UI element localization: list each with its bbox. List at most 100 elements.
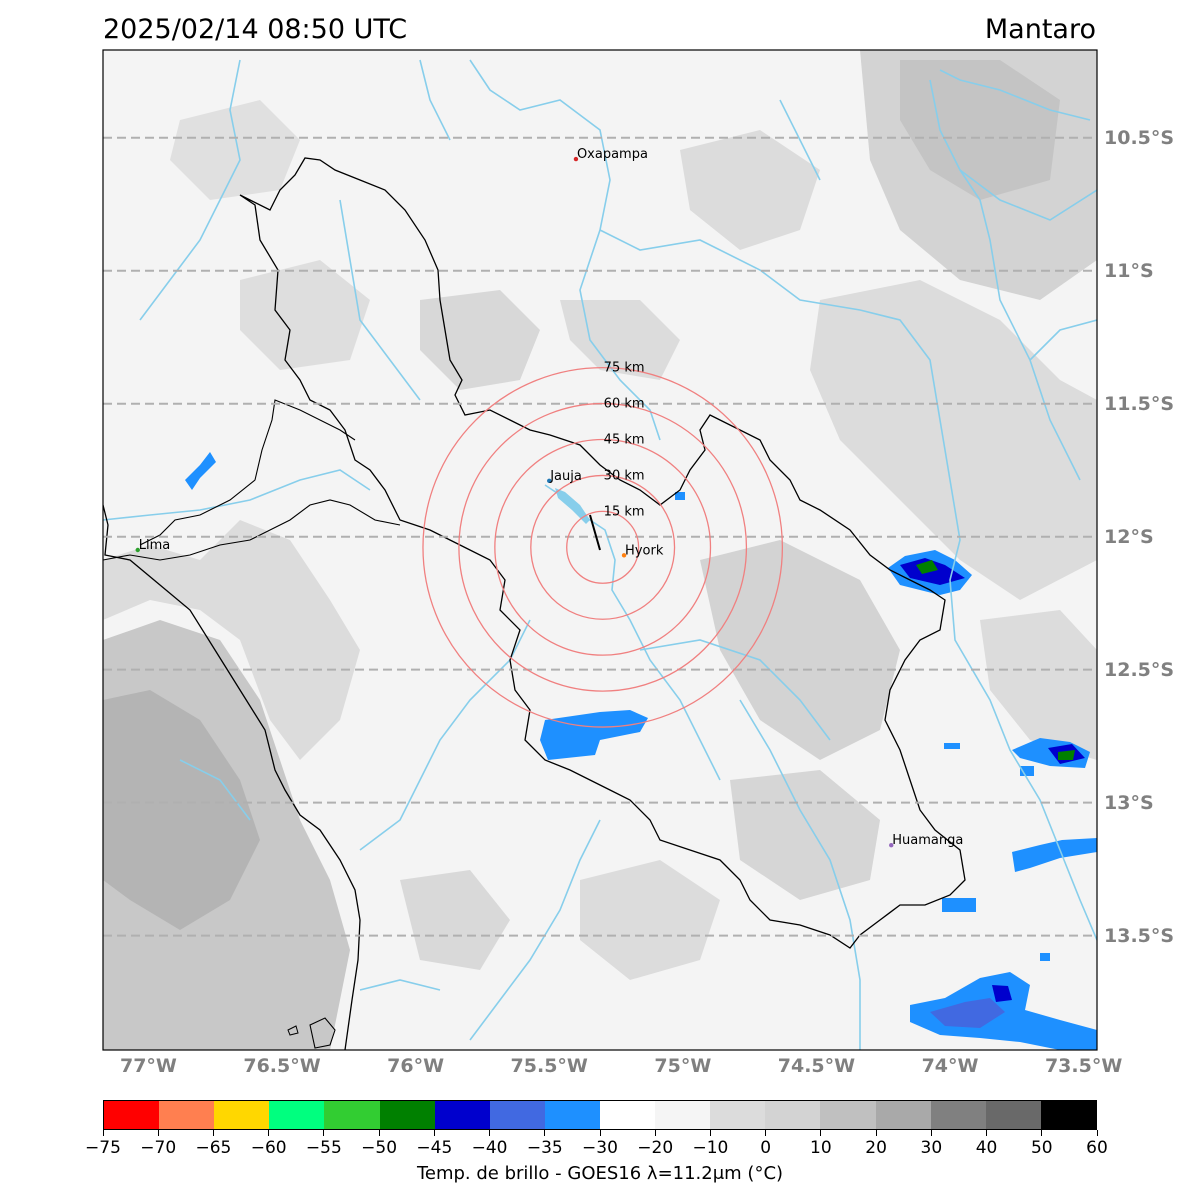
- basin-boundary: [239, 157, 966, 949]
- colorbar: [103, 1100, 1097, 1130]
- colorbar-tick-label: −35: [526, 1138, 563, 1158]
- colorbar-tick-label: −60: [250, 1138, 287, 1158]
- colorbar-tick-label: −75: [85, 1138, 121, 1158]
- colorbar-tick: [820, 1130, 822, 1136]
- city-label: Oxapampa: [577, 147, 648, 162]
- lon-label: 74°W: [921, 1055, 979, 1077]
- colorbar-segment: [820, 1101, 876, 1129]
- colorbar-tick-label: −10: [692, 1138, 729, 1158]
- colorbar-tick: [378, 1130, 380, 1136]
- lat-label: 12.5°S: [1104, 658, 1175, 681]
- island: [309, 1017, 336, 1049]
- range-ring-label: 45 km: [604, 433, 645, 448]
- colorbar-tick: [1041, 1130, 1043, 1136]
- lon-label: 74.5°W: [777, 1055, 856, 1077]
- colorbar-tick-label: −40: [471, 1138, 508, 1158]
- lat-label: 13.5°S: [1104, 924, 1175, 947]
- colorbar-tick: [544, 1130, 546, 1136]
- colorbar-tick-label: 0: [760, 1138, 772, 1158]
- colorbar-tick: [986, 1130, 988, 1136]
- lake: [555, 488, 590, 524]
- lon-label: 75.5°W: [510, 1055, 588, 1077]
- colorbar-segment: [214, 1101, 270, 1129]
- city-label: Huamanga: [892, 833, 963, 848]
- cold-cloud-cells: [185, 452, 1097, 1050]
- lon-label: 76.5°W: [243, 1055, 321, 1077]
- colorbar-tick-label: −50: [361, 1138, 398, 1158]
- city-markers: Oxapampa Jauja Hyork Lima Huamanga: [135, 147, 963, 848]
- island-small: [287, 1025, 299, 1036]
- city-marker: [135, 547, 140, 553]
- lon-label: 77°W: [119, 1055, 177, 1077]
- colorbar-tick-label: 50: [1030, 1138, 1053, 1158]
- colorbar-segment: [159, 1101, 215, 1129]
- colorbar-tick-label: 20: [865, 1138, 887, 1158]
- lat-label: 10.5°S: [1104, 126, 1175, 149]
- colorbar-tick: [212, 1130, 214, 1136]
- city-marker: [889, 843, 894, 848]
- colorbar-segment: [710, 1101, 766, 1129]
- colorbar-tick-label: −30: [582, 1138, 618, 1158]
- colorbar-tick: [157, 1130, 159, 1136]
- coastline: [103, 504, 361, 1050]
- colorbar-tick: [875, 1130, 877, 1136]
- city-marker: [547, 478, 552, 484]
- city-label: Hyork: [625, 543, 664, 558]
- colorbar-tick-label: −45: [416, 1138, 453, 1158]
- lon-label: 75°W: [654, 1055, 712, 1077]
- city-marker: [621, 553, 627, 558]
- colorbar-tick: [599, 1130, 601, 1136]
- colorbar-segment: [544, 1101, 600, 1129]
- range-ring-label: 75 km: [604, 361, 645, 376]
- lon-label: 76°W: [387, 1055, 445, 1077]
- lat-label: 12°S: [1104, 525, 1154, 548]
- colorbar-segment: [599, 1101, 656, 1129]
- colorbar-segment: [324, 1101, 380, 1129]
- colorbar-segment: [985, 1101, 1041, 1129]
- city-marker: [573, 156, 579, 162]
- city-label: Lima: [139, 538, 170, 553]
- colorbar-tick: [268, 1130, 270, 1136]
- colorbar-segment: [1040, 1101, 1096, 1129]
- wind-vector-line: [589, 514, 601, 551]
- range-ring-label: 30 km: [604, 468, 645, 483]
- region-title: Mantaro: [984, 14, 1096, 45]
- range-rings: 15 km 30 km 45 km 60 km 75 km: [422, 361, 784, 728]
- colorbar-segment: [269, 1101, 325, 1129]
- cloud-field: [103, 50, 1097, 1050]
- colorbar-tick-label: −70: [140, 1138, 177, 1158]
- colorbar-label: Temp. de brillo - GOES16 λ=11.2μm (°C): [416, 1163, 784, 1184]
- colorbar-segment: [104, 1101, 160, 1129]
- lat-label: 11.5°S: [1104, 392, 1175, 415]
- colorbar-tick: [709, 1130, 711, 1136]
- colorbar-tick: [930, 1130, 932, 1136]
- colorbar-segment: [655, 1101, 711, 1129]
- colorbar-tick: [654, 1130, 656, 1136]
- colorbar-tick: [102, 1130, 104, 1136]
- colorbar-segment: [434, 1101, 490, 1129]
- colorbar-tick-label: −20: [637, 1138, 674, 1158]
- lat-label: 11°S: [1104, 259, 1154, 282]
- colorbar-tick-label: 40: [975, 1138, 998, 1158]
- city-label: Jauja: [549, 469, 582, 484]
- colorbar-tick: [765, 1130, 767, 1136]
- range-ring: [566, 510, 640, 584]
- colorbar-tick-label: −65: [195, 1138, 232, 1158]
- map-frame: [102, 49, 1098, 1051]
- colorbar-tick-label: 30: [920, 1138, 943, 1158]
- colorbar-tick: [433, 1130, 435, 1136]
- range-ring: [422, 366, 784, 728]
- range-ring: [458, 402, 748, 692]
- inner-boundary-2: [103, 499, 401, 561]
- colorbar-segment: [489, 1101, 545, 1129]
- colorbar-tick-label: 60: [1086, 1138, 1108, 1158]
- inner-boundary: [139, 399, 356, 546]
- colorbar-tick: [323, 1130, 325, 1136]
- colorbar-segment: [379, 1101, 435, 1129]
- colorbar-segment: [765, 1101, 821, 1129]
- colorbar-tick-label: −55: [305, 1138, 342, 1158]
- colorbar-segment: [930, 1101, 986, 1129]
- lat-label: 13°S: [1104, 791, 1154, 814]
- colorbar-tick: [1096, 1130, 1098, 1136]
- map-timestamp: 2025/02/14 08:50 UTC: [103, 14, 408, 45]
